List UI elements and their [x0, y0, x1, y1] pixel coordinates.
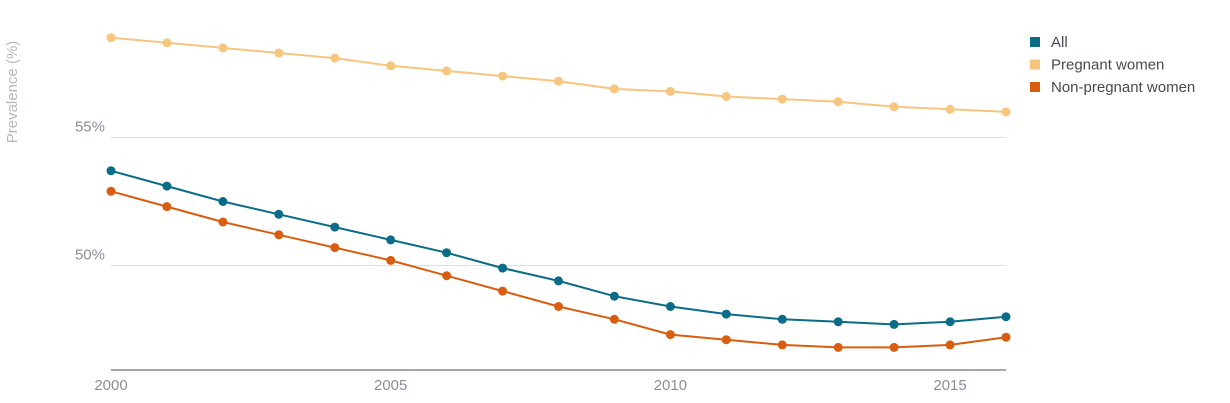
- data-point[interactable]: [889, 102, 899, 112]
- y-axis-title: Prevalence (%): [4, 41, 21, 144]
- data-point[interactable]: [162, 181, 172, 191]
- data-point[interactable]: [945, 104, 955, 114]
- series-pregnant-women: [106, 33, 1011, 117]
- data-point[interactable]: [554, 76, 563, 86]
- data-point[interactable]: [889, 342, 899, 352]
- legend-item[interactable]: Non-pregnant women: [1030, 79, 1195, 96]
- series-all: [106, 166, 1011, 329]
- data-point[interactable]: [1001, 107, 1011, 117]
- data-point[interactable]: [330, 222, 340, 232]
- data-point[interactable]: [833, 342, 843, 352]
- data-point[interactable]: [442, 271, 452, 281]
- data-point[interactable]: [833, 317, 843, 327]
- data-point[interactable]: [274, 48, 284, 58]
- data-point[interactable]: [386, 61, 396, 71]
- data-point[interactable]: [777, 314, 787, 324]
- data-point[interactable]: [554, 276, 563, 286]
- data-point[interactable]: [218, 217, 228, 227]
- data-point[interactable]: [665, 302, 675, 311]
- data-point[interactable]: [330, 243, 340, 253]
- data-point[interactable]: [218, 43, 228, 53]
- data-point[interactable]: [442, 66, 452, 76]
- data-point[interactable]: [609, 314, 619, 324]
- x-tick-label: 2010: [654, 377, 687, 394]
- data-point[interactable]: [106, 166, 116, 176]
- y-tick-label: 55%: [75, 119, 105, 136]
- x-tick-label: 2000: [94, 377, 127, 394]
- legend-swatch: [1030, 59, 1040, 70]
- data-point[interactable]: [609, 291, 619, 301]
- grid-layer: [111, 137, 1006, 266]
- data-point[interactable]: [498, 71, 508, 81]
- data-point[interactable]: [162, 38, 172, 48]
- legend-item[interactable]: All: [1030, 34, 1068, 51]
- data-point[interactable]: [1001, 312, 1011, 322]
- data-point[interactable]: [833, 97, 843, 107]
- series-layer: [106, 33, 1011, 352]
- data-point[interactable]: [889, 319, 899, 329]
- data-point[interactable]: [274, 209, 284, 219]
- y-tick-label: 50%: [75, 247, 105, 264]
- legend-swatch: [1030, 82, 1040, 92]
- data-point[interactable]: [106, 186, 116, 196]
- data-point[interactable]: [106, 33, 116, 43]
- legend-label: Non-pregnant women: [1051, 79, 1195, 96]
- x-tick-label: 2015: [933, 377, 966, 394]
- series-line: [110, 36, 1007, 113]
- data-point[interactable]: [777, 340, 787, 350]
- data-point[interactable]: [665, 86, 675, 96]
- legend-label: Pregnant women: [1051, 57, 1164, 74]
- data-point[interactable]: [330, 53, 340, 63]
- series-non-pregnant-women: [106, 186, 1011, 352]
- data-point[interactable]: [945, 340, 955, 350]
- data-point[interactable]: [721, 92, 731, 101]
- series-line: [110, 169, 1007, 326]
- legend: All Pregnant women Non-pregnant women: [1030, 34, 1195, 96]
- data-point[interactable]: [218, 197, 228, 206]
- data-point[interactable]: [721, 309, 731, 319]
- data-point[interactable]: [721, 335, 731, 345]
- legend-swatch: [1030, 37, 1040, 47]
- data-point[interactable]: [386, 235, 396, 245]
- data-point[interactable]: [665, 330, 675, 340]
- data-point[interactable]: [609, 84, 619, 94]
- data-point[interactable]: [162, 202, 172, 212]
- data-point[interactable]: [1001, 332, 1011, 342]
- data-point[interactable]: [777, 94, 787, 104]
- legend-label: All: [1051, 34, 1068, 51]
- data-point[interactable]: [442, 248, 452, 258]
- legend-item[interactable]: Pregnant women: [1030, 57, 1164, 74]
- data-point[interactable]: [945, 317, 955, 327]
- data-point[interactable]: [498, 263, 508, 273]
- axis-layer: Prevalence (%) 50% 55% 2000 2005 2010 2015: [4, 41, 1006, 394]
- data-point[interactable]: [386, 255, 396, 265]
- data-point[interactable]: [554, 302, 563, 311]
- data-point[interactable]: [498, 286, 508, 296]
- data-point[interactable]: [274, 230, 284, 240]
- x-tick-label: 2005: [374, 377, 407, 394]
